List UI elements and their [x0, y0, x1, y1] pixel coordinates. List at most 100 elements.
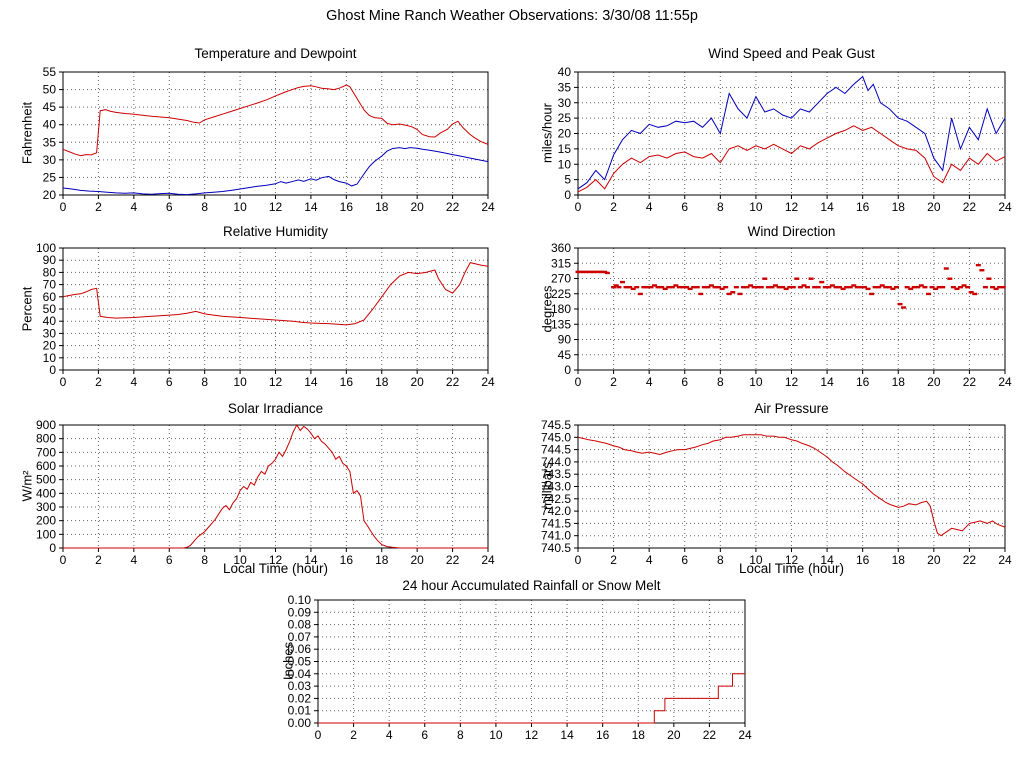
- svg-text:0: 0: [564, 363, 571, 377]
- svg-text:16: 16: [340, 200, 354, 214]
- svg-text:10: 10: [558, 157, 572, 171]
- svg-text:16: 16: [856, 375, 870, 389]
- svg-text:0: 0: [575, 375, 582, 389]
- svg-text:10: 10: [489, 728, 503, 742]
- svg-text:18: 18: [892, 553, 906, 567]
- svg-text:6: 6: [166, 553, 173, 567]
- svg-text:0.02: 0.02: [288, 691, 312, 705]
- chart-title-air-pressure: Air Pressure: [754, 401, 829, 416]
- svg-text:14: 14: [820, 375, 834, 389]
- svg-text:20: 20: [43, 339, 57, 353]
- svg-text:0.00: 0.00: [288, 716, 312, 730]
- svg-text:4: 4: [646, 553, 653, 567]
- svg-text:16: 16: [340, 375, 354, 389]
- svg-text:200: 200: [36, 514, 56, 528]
- plot-area-6: 0 2 4 6 8 10 12 14 16 18 20 22 240.000.010.020.030.0…: [288, 593, 752, 742]
- svg-text:16: 16: [856, 553, 870, 567]
- chart-title-wind-speed-gust: Wind Speed and Peak Gust: [708, 46, 875, 61]
- svg-text:30: 30: [43, 153, 57, 167]
- svg-text:745.0: 745.0: [541, 430, 571, 444]
- svg-text:0.04: 0.04: [288, 667, 312, 681]
- svg-text:20: 20: [410, 375, 424, 389]
- svg-text:20: 20: [927, 375, 941, 389]
- svg-text:0: 0: [60, 553, 67, 567]
- svg-text:0.07: 0.07: [288, 630, 312, 644]
- svg-text:743.0: 743.0: [541, 480, 571, 494]
- svg-text:8: 8: [201, 553, 208, 567]
- svg-text:135: 135: [551, 317, 571, 331]
- svg-text:100: 100: [36, 241, 56, 255]
- svg-text:2: 2: [95, 200, 102, 214]
- svg-text:22: 22: [963, 375, 977, 389]
- svg-text:2: 2: [610, 375, 617, 389]
- svg-text:2: 2: [95, 375, 102, 389]
- svg-text:25: 25: [43, 170, 57, 184]
- svg-text:4: 4: [130, 200, 137, 214]
- svg-text:300: 300: [36, 500, 56, 514]
- svg-text:22: 22: [446, 553, 460, 567]
- svg-text:500: 500: [36, 473, 56, 487]
- svg-text:40: 40: [558, 65, 572, 79]
- svg-text:742.0: 742.0: [541, 504, 571, 518]
- svg-text:8: 8: [201, 200, 208, 214]
- svg-text:743.5: 743.5: [541, 467, 571, 481]
- svg-text:225: 225: [551, 287, 571, 301]
- svg-text:45: 45: [43, 100, 57, 114]
- svg-text:745.5: 745.5: [541, 418, 571, 432]
- svg-text:24: 24: [481, 553, 495, 567]
- svg-text:35: 35: [558, 80, 572, 94]
- svg-text:8: 8: [201, 375, 208, 389]
- svg-text:14: 14: [820, 553, 834, 567]
- svg-text:18: 18: [632, 728, 646, 742]
- svg-text:45: 45: [558, 348, 572, 362]
- svg-text:0.03: 0.03: [288, 679, 312, 693]
- svg-text:14: 14: [560, 728, 574, 742]
- svg-text:12: 12: [269, 553, 283, 567]
- svg-text:6: 6: [166, 375, 173, 389]
- svg-text:360: 360: [551, 241, 571, 255]
- svg-text:6: 6: [166, 200, 173, 214]
- svg-text:6: 6: [681, 375, 688, 389]
- svg-text:24: 24: [998, 200, 1012, 214]
- svg-text:18: 18: [375, 553, 389, 567]
- svg-text:20: 20: [927, 553, 941, 567]
- svg-text:16: 16: [596, 728, 610, 742]
- svg-text:2: 2: [95, 553, 102, 567]
- svg-text:25: 25: [558, 111, 572, 125]
- svg-text:8: 8: [717, 553, 724, 567]
- svg-text:18: 18: [892, 375, 906, 389]
- svg-text:22: 22: [963, 553, 977, 567]
- svg-text:10: 10: [233, 200, 247, 214]
- svg-text:14: 14: [820, 200, 834, 214]
- svg-text:22: 22: [963, 200, 977, 214]
- svg-text:12: 12: [785, 200, 799, 214]
- svg-text:20: 20: [558, 127, 572, 141]
- svg-text:10: 10: [749, 553, 763, 567]
- svg-text:100: 100: [36, 527, 56, 541]
- svg-text:35: 35: [43, 135, 57, 149]
- svg-text:600: 600: [36, 459, 56, 473]
- svg-text:22: 22: [446, 200, 460, 214]
- svg-text:24: 24: [998, 553, 1012, 567]
- svg-text:0: 0: [315, 728, 322, 742]
- svg-text:14: 14: [304, 200, 318, 214]
- svg-text:270: 270: [551, 272, 571, 286]
- svg-text:6: 6: [421, 728, 428, 742]
- x-axis-label-left: Local Time (hour): [222, 561, 329, 576]
- svg-text:744.5: 744.5: [541, 443, 571, 457]
- svg-text:55: 55: [43, 65, 57, 79]
- page-title: Ghost Mine Ranch Weather Observations: 3…: [326, 8, 698, 24]
- svg-text:22: 22: [703, 728, 717, 742]
- svg-text:2: 2: [350, 728, 357, 742]
- svg-text:50: 50: [43, 83, 57, 97]
- svg-text:80: 80: [43, 265, 57, 279]
- svg-text:0: 0: [575, 553, 582, 567]
- x-axis-label-right: Local Time (hour): [738, 561, 845, 576]
- svg-text:2: 2: [610, 200, 617, 214]
- svg-text:8: 8: [717, 200, 724, 214]
- svg-text:30: 30: [558, 96, 572, 110]
- svg-text:700: 700: [36, 445, 56, 459]
- plot-area-4: 0 2 4 6 8 10 12 14 16 18 20 22 240100200300400500600…: [36, 418, 495, 567]
- svg-text:315: 315: [551, 256, 571, 270]
